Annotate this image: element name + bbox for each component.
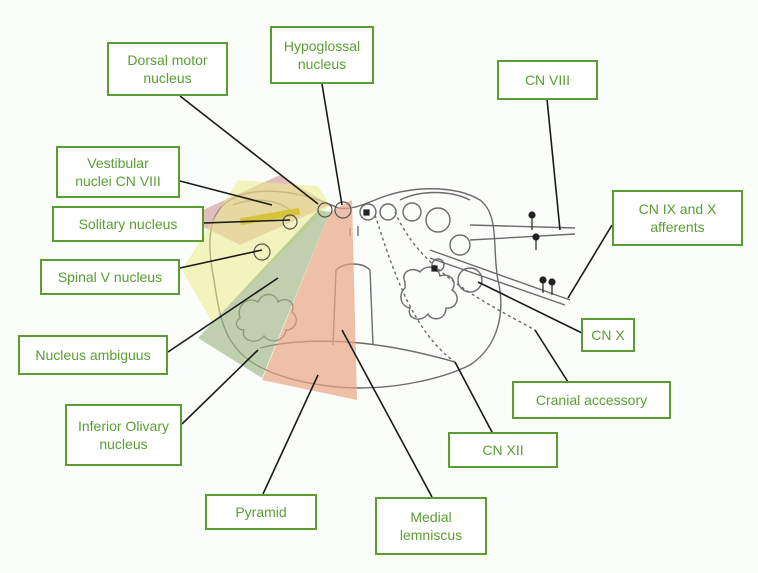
line-cn-x	[477, 281, 583, 334]
line-cn-xii	[454, 361, 494, 435]
label-spinal-v-nucleus: Spinal V nucleus	[40, 259, 180, 295]
line-pyramid	[262, 374, 319, 495]
line-spinal-v	[179, 249, 263, 269]
label-cranial-accessory: Cranial accessory	[512, 381, 671, 419]
line-solitary	[203, 219, 291, 224]
dorsal-nuclei	[253, 201, 352, 261]
label-nucleus-ambiguus: Nucleus ambiguus	[18, 335, 168, 375]
line-cn-ix-x	[567, 224, 613, 299]
label-hypoglossal-nucleus: Hypoglossal nucleus	[270, 26, 374, 84]
label-cn-ix-x-afferents: CN IX and X afferents	[612, 190, 743, 246]
pyramid-lemniscus-region	[262, 200, 357, 400]
ambiguus-olivary-region	[198, 210, 330, 378]
label-solitary-nucleus: Solitary nucleus	[52, 206, 204, 242]
line-cn-viii	[546, 98, 561, 231]
label-vestibular-nuclei: Vestibular nuclei CN VIII	[56, 146, 180, 198]
line-vestibular	[179, 180, 273, 206]
label-medial-lemniscus: Medial lemniscus	[375, 497, 487, 555]
nerve-root-markers	[363, 209, 556, 295]
line-olivary	[181, 349, 259, 425]
line-ambiguus	[167, 277, 279, 353]
line-medial-lemniscus	[341, 329, 433, 498]
line-dorsal-motor	[179, 95, 319, 205]
line-hypoglossal	[321, 83, 343, 206]
label-pyramid: Pyramid	[205, 494, 317, 530]
label-dorsal-motor-nucleus: Dorsal motor nucleus	[107, 42, 228, 96]
label-cn-x: CN X	[581, 318, 635, 352]
label-cn-xii: CN XII	[448, 432, 558, 468]
line-cranial-accessory	[534, 329, 569, 383]
label-inferior-olivary-nucleus: Inferior Olivary nucleus	[65, 404, 182, 466]
leader-lines	[167, 83, 613, 498]
label-cn-viii: CN VIII	[497, 60, 598, 100]
